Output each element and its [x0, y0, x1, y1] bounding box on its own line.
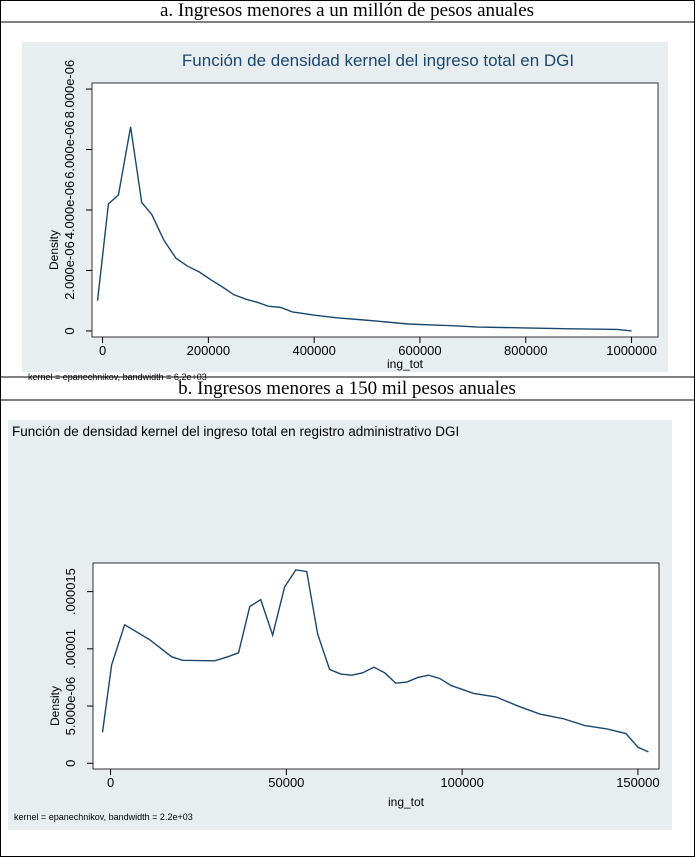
- x-tick-label: 200000: [187, 343, 230, 358]
- panel-caption: b. Ingresos menores a 150 mil pesos anua…: [178, 378, 516, 399]
- y-tick-label: 6.000e-06: [62, 120, 77, 179]
- chart-title: Función de densidad kernel del ingreso t…: [12, 424, 459, 439]
- y-tick-label: 5.000e-06: [63, 677, 78, 736]
- y-axis-label: Density: [47, 230, 61, 270]
- plot-area: [91, 82, 659, 338]
- plot-area: [92, 562, 660, 770]
- y-tick-label: 8.000e-06: [62, 60, 77, 119]
- x-axis-label: ing_tot: [388, 795, 425, 809]
- x-tick-label: 600000: [398, 343, 441, 358]
- chart-title: Función de densidad kernel del ingreso t…: [182, 51, 574, 70]
- y-tick-label: 2.000e-06: [62, 241, 77, 300]
- x-tick-label: 800000: [504, 343, 547, 358]
- density-line: [101, 569, 649, 753]
- panel-caption: a. Ingresos menores a un millón de pesos…: [160, 0, 534, 21]
- x-tick-label: 400000: [292, 343, 335, 358]
- x-tick-label: 1000000: [606, 343, 657, 358]
- note: kernel = epanechnikov, bandwidth = 6.2e+…: [28, 372, 207, 382]
- y-tick-label: 0: [62, 327, 77, 334]
- density-line: [96, 126, 632, 332]
- x-tick-label: 0: [99, 343, 106, 358]
- y-tick-label: .000015: [63, 568, 78, 615]
- note: kernel = epanechnikov, bandwidth = 2.2e+…: [14, 812, 193, 822]
- x-axis-label: ing_tot: [387, 357, 424, 371]
- y-tick-label: 4.000e-06: [62, 181, 77, 240]
- x-tick-label: 100000: [440, 775, 483, 790]
- x-tick-label: 150000: [616, 775, 659, 790]
- y-axis-label: Density: [48, 686, 62, 726]
- x-tick-label: 0: [107, 775, 114, 790]
- x-tick-label: 50000: [268, 775, 304, 790]
- y-tick-label: .00001: [63, 629, 78, 669]
- y-tick-label: 0: [63, 760, 78, 767]
